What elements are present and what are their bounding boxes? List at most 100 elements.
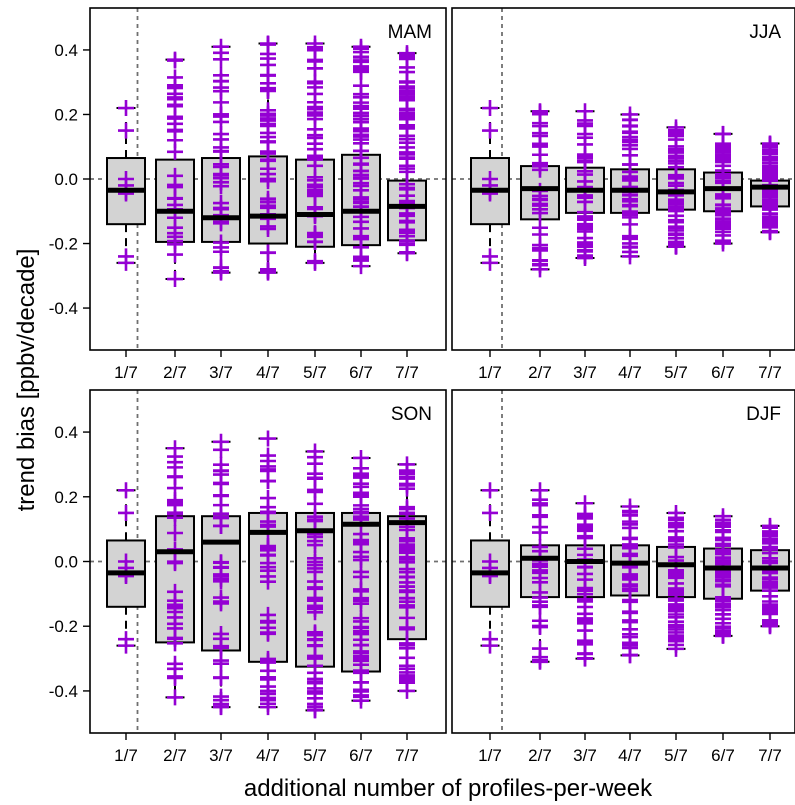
box-mam-3 (201, 38, 241, 281)
x-tick-label: 1/7 (114, 363, 138, 382)
x-tick-label: 7/7 (395, 746, 419, 765)
data-point-marker (353, 548, 369, 565)
x-tick-label: 3/7 (573, 363, 597, 382)
data-point-marker (307, 187, 323, 204)
data-point-marker (307, 484, 323, 501)
data-point-marker (260, 546, 276, 563)
x-tick-label: 5/7 (303, 746, 327, 765)
data-point-marker (213, 259, 229, 276)
x-tick-label: 7/7 (395, 363, 419, 382)
data-point-marker (482, 482, 498, 499)
data-point-marker (307, 75, 323, 92)
data-point-marker (668, 583, 684, 600)
data-point-marker (213, 630, 229, 647)
x-tick-label: 3/7 (209, 746, 233, 765)
box-son-2 (155, 440, 195, 706)
data-point-marker (213, 441, 229, 458)
data-point-marker (399, 100, 415, 117)
data-point-marker (353, 590, 369, 607)
data-point-marker (307, 41, 323, 58)
data-point-marker (482, 504, 498, 521)
box-djf-3 (565, 495, 605, 667)
box-mam-2 (155, 51, 195, 288)
data-point-marker (213, 126, 229, 143)
y-tick-label: -0.4 (49, 299, 78, 318)
x-tick-label: 2/7 (528, 363, 552, 382)
data-point-marker (307, 127, 323, 144)
data-point-marker (260, 461, 276, 478)
x-axis-title: additional number of profiles-per-week (244, 775, 653, 802)
box-djf-4 (610, 498, 650, 664)
data-point-marker (353, 98, 369, 115)
data-point-marker (213, 474, 229, 491)
data-point-marker (167, 271, 183, 288)
data-point-marker (532, 640, 548, 657)
data-point-marker (668, 222, 684, 239)
data-point-marker (622, 639, 638, 656)
box-son-4 (248, 430, 288, 716)
data-point-marker (399, 78, 415, 95)
data-point-marker (399, 499, 415, 516)
data-point-marker (353, 610, 369, 627)
data-point-marker (399, 599, 415, 616)
data-point-marker (532, 195, 548, 212)
data-point-marker (260, 686, 276, 703)
data-point-marker (260, 263, 276, 280)
data-point-marker (715, 190, 731, 207)
data-point-marker (399, 532, 415, 549)
data-point-marker (353, 631, 369, 648)
box-son-3 (201, 433, 241, 716)
data-point-marker (668, 536, 684, 553)
y-tick-label: -0.4 (49, 682, 78, 701)
data-point-marker (353, 194, 369, 211)
box-djf-2 (520, 482, 560, 670)
data-point-marker (482, 254, 498, 271)
data-point-marker (668, 138, 684, 155)
data-point-marker (307, 151, 323, 168)
data-point-marker (167, 597, 183, 614)
data-point-marker (167, 635, 183, 652)
data-point-marker (715, 233, 731, 250)
data-point-marker (532, 619, 548, 636)
data-point-marker (353, 114, 369, 131)
data-point-marker (167, 176, 183, 193)
data-point-marker (622, 111, 638, 128)
data-point-marker (118, 553, 134, 570)
box-jja-5 (656, 119, 696, 255)
panel-frame (451, 7, 795, 351)
box-mam-4 (248, 35, 288, 281)
data-point-marker (260, 67, 276, 84)
panel-djf: DJF 1/7 2/7 3/7 4/7 5/7 6/7 7/7 (451, 389, 795, 765)
data-point-marker (260, 430, 276, 447)
data-point-marker (118, 254, 134, 271)
data-point-marker (213, 51, 229, 68)
data-point-marker (353, 231, 369, 248)
data-point-marker (622, 147, 638, 164)
data-point-marker (482, 637, 498, 654)
panels-group: MAM 1/7 2/7 3/7 4/7 5/7 6/7 7/7 -0.4 -0.2 0.0 0.2 0.… (49, 7, 795, 765)
data-point-marker (577, 645, 593, 662)
panel-jja: JJA 1/7 2/7 3/7 4/7 5/7 6/7 7/7 (451, 7, 795, 382)
x-tick-label: 4/7 (256, 363, 280, 382)
data-point-marker (167, 52, 183, 69)
data-point-marker (715, 602, 731, 619)
data-point-marker (715, 623, 731, 640)
x-tick-label: 1/7 (478, 746, 502, 765)
data-point-marker (622, 163, 638, 180)
data-point-marker (307, 253, 323, 270)
data-point-marker (532, 519, 548, 536)
data-point-marker (307, 648, 323, 665)
data-point-marker (260, 244, 276, 261)
box-mam-6 (341, 38, 381, 275)
data-point-marker (668, 199, 684, 216)
box-jja-4 (610, 106, 650, 265)
data-point-marker (213, 692, 229, 709)
data-point-marker (118, 504, 134, 521)
data-point-marker (167, 555, 183, 572)
data-point-marker (622, 238, 638, 255)
box-mam-5 (295, 35, 335, 271)
box-son-6 (341, 449, 381, 709)
data-point-marker (715, 537, 731, 554)
data-point-marker (399, 475, 415, 492)
